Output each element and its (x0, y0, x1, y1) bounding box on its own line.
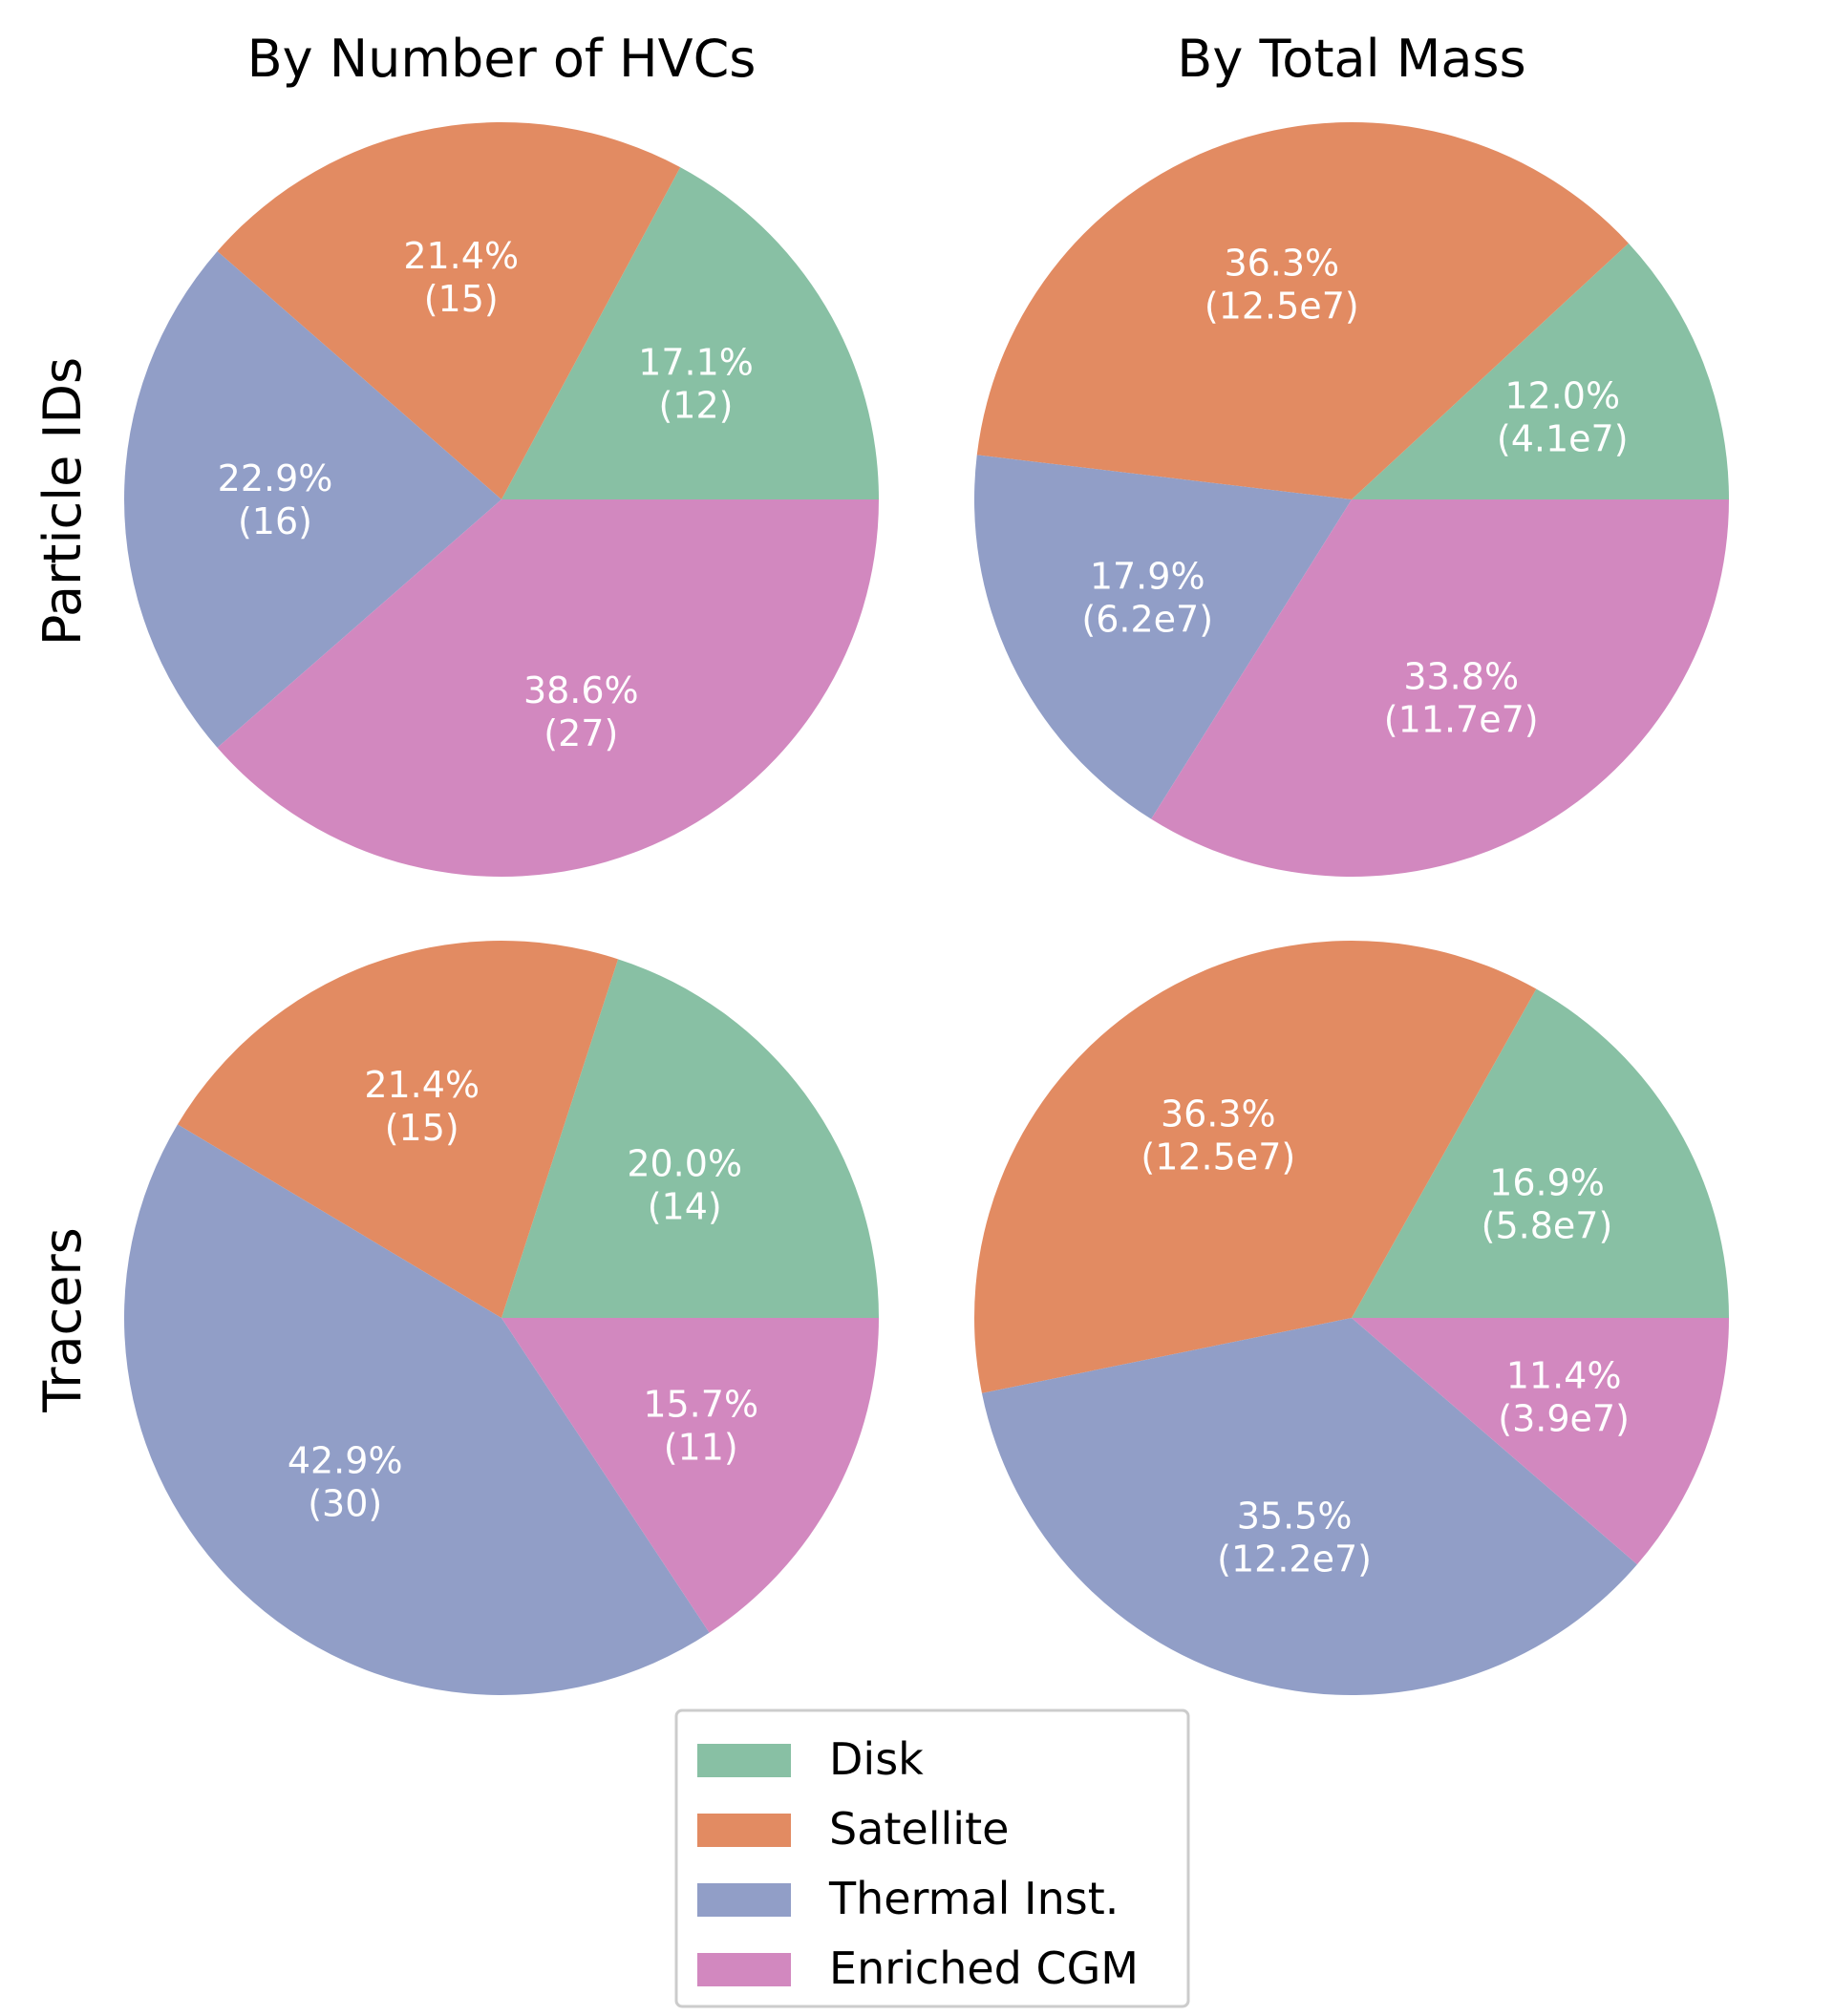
slice-satellite (976, 122, 1629, 499)
slice-percent-label: 20.0% (627, 1143, 742, 1185)
slice-value-label: (5.8e7) (1482, 1204, 1613, 1246)
legend-label: Disk (829, 1733, 924, 1785)
column-title-mass: By Total Mass (1177, 29, 1525, 89)
pie-tracers-by-number-of-hvcs: 20.0%(14) 21.4%(15) 42.9%(30) 15.7%(11) (123, 940, 879, 1696)
slice-enriched-cgm (1352, 1318, 1729, 1565)
slice-percent-label: 36.3% (1161, 1093, 1276, 1135)
slice-percent-label: 15.7% (643, 1383, 758, 1425)
slice-value-label: (3.9e7) (1498, 1398, 1630, 1440)
slice-percent-label: 38.6% (523, 669, 639, 711)
slice-thermal-inst- (981, 1318, 1637, 1695)
legend: Disk Satellite Thermal Inst. Enriched CGM (674, 1708, 1190, 2008)
slice-value-label: (11.7e7) (1384, 698, 1539, 740)
legend-label: Thermal Inst. (828, 1873, 1119, 1924)
legend-label: Satellite (829, 1803, 1009, 1855)
slice-satellite (177, 940, 619, 1318)
slice-percent-label: 16.9% (1489, 1161, 1605, 1203)
slice-satellite (217, 121, 681, 499)
slice-disk (501, 959, 879, 1318)
slice-disk (501, 167, 879, 499)
slice-value-label: (16) (238, 500, 312, 542)
slice-thermal-inst- (123, 1124, 710, 1696)
slice-value-label: (12.2e7) (1217, 1538, 1372, 1580)
slice-value-label: (15) (424, 278, 499, 320)
pie-particle-ids-by-total-mass: 12.0%(4.1e7) 36.3%(12.5e7) 17.9%(6.2e7) 33.… (973, 122, 1729, 878)
slice-enriched-cgm (217, 499, 880, 878)
slice-percent-label: 21.4% (403, 235, 519, 277)
slice-thermal-inst- (973, 455, 1352, 819)
slice-value-label: (6.2e7) (1081, 598, 1213, 640)
slice-value-label: (30) (308, 1482, 382, 1524)
slice-percent-label: 42.9% (288, 1439, 403, 1481)
slice-percent-label: 36.3% (1224, 243, 1339, 285)
legend-label: Enriched CGM (829, 1942, 1139, 1994)
pie-tracers-by-total-mass: 16.9%(5.8e7) 36.3%(12.5e7) 35.5%(12.2e7) 11… (974, 941, 1729, 1695)
slice-percent-label: 17.1% (638, 341, 754, 383)
pie-panels: 17.1%(12)21.4%(15)22.9%(16)38.6%(27)12.0… (123, 121, 1729, 1696)
row-label-particle-ids: Particle IDs (32, 357, 93, 646)
slice-satellite (974, 941, 1537, 1393)
slice-enriched-cgm (501, 1318, 879, 1633)
legend-swatch-satellite (697, 1814, 791, 1847)
legend-swatch-enriched-cgm (697, 1953, 791, 1986)
slice-percent-label: 35.5% (1237, 1495, 1353, 1537)
slice-thermal-inst- (123, 251, 501, 748)
slice-value-label: (12.5e7) (1141, 1136, 1295, 1178)
slice-value-label: (15) (385, 1107, 459, 1149)
slice-percent-label: 11.4% (1506, 1355, 1622, 1397)
slice-value-label: (14) (648, 1186, 722, 1228)
slice-disk (1352, 243, 1729, 499)
slice-percent-label: 21.4% (364, 1064, 480, 1106)
slice-value-label: (4.1e7) (1497, 418, 1629, 460)
legend-swatch-thermal-inst- (697, 1883, 791, 1917)
slice-value-label: (12.5e7) (1205, 286, 1359, 328)
slice-enriched-cgm (1151, 499, 1729, 878)
slice-percent-label: 22.9% (218, 457, 333, 499)
slice-value-label: (11) (664, 1426, 738, 1468)
slice-value-label: (27) (544, 712, 618, 754)
pie-particle-ids-by-number-of-hvcs: 17.1%(12) 21.4%(15) 22.9%(16) 38.6%(27) (123, 121, 880, 878)
slice-percent-label: 33.8% (1403, 655, 1519, 697)
slice-percent-label: 12.0% (1504, 375, 1620, 417)
legend-swatch-disk (697, 1744, 791, 1777)
row-label-tracers: Tracers (32, 1227, 93, 1413)
legend-frame (674, 1708, 1190, 2008)
slice-disk (1352, 988, 1729, 1318)
slice-value-label: (12) (658, 384, 733, 426)
slice-percent-label: 17.9% (1090, 555, 1205, 597)
column-title-count: By Number of HVCs (247, 29, 757, 89)
